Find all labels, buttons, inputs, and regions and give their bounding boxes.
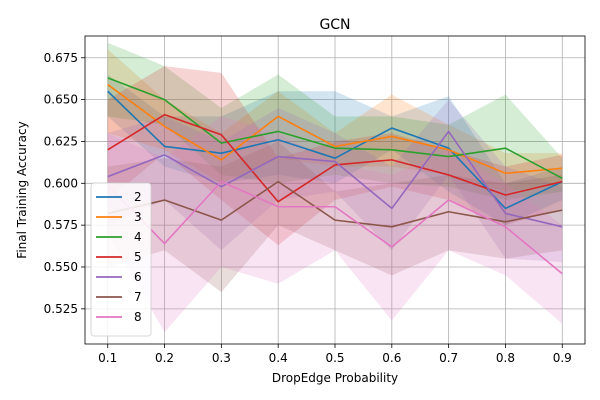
x-tick-label: 0.4 [269, 351, 288, 365]
x-tick-label: 0.6 [382, 351, 401, 365]
legend-box [90, 182, 152, 337]
y-tick-label: 0.550 [44, 260, 78, 274]
y-axis-ticks: 0.525 0.550 0.575 0.600 0.625 0.650 0.675 [44, 51, 85, 316]
y-tick-label: 0.600 [44, 176, 78, 190]
series-8-band [107, 116, 563, 333]
x-tick-label: 0.1 [98, 351, 117, 365]
x-tick-label: 0.8 [496, 351, 515, 365]
series-8-line [107, 180, 563, 275]
x-tick-label: 0.9 [553, 351, 572, 365]
grid [85, 36, 585, 344]
legend-label: 3 [134, 210, 142, 224]
series-3-line [107, 83, 563, 175]
legend-entries: 2 3 4 5 6 7 8 [96, 190, 142, 324]
y-tick-label: 0.625 [44, 134, 78, 148]
series-5-band [107, 66, 563, 246]
y-tick-label: 0.525 [44, 302, 78, 316]
x-axis-ticks: 0.1 0.2 0.3 0.4 0.5 0.6 0.7 0.8 0.9 [98, 344, 572, 365]
y-tick-label: 0.575 [44, 218, 78, 232]
legend-label: 7 [134, 290, 142, 304]
legend-label: 2 [134, 190, 142, 204]
series-4-band [107, 42, 563, 201]
legend-label: 4 [134, 230, 142, 244]
x-axis-label: DropEdge Probability [272, 371, 398, 385]
legend-label: 8 [134, 310, 142, 324]
x-tick-label: 0.7 [439, 351, 458, 365]
series-7-band [107, 141, 563, 293]
legend-label: 6 [134, 270, 142, 284]
x-tick-label: 0.5 [325, 351, 344, 365]
x-tick-label: 0.2 [155, 351, 174, 365]
legend: 2 3 4 5 6 7 8 [90, 182, 152, 337]
chart-title: GCN [319, 17, 350, 33]
series-5-line [107, 113, 563, 203]
confidence-bands [107, 42, 563, 333]
series-lines [107, 77, 563, 275]
x-tick-label: 0.3 [212, 351, 231, 365]
legend-label: 5 [134, 250, 142, 264]
series-6-band [107, 99, 563, 262]
series-2-band [107, 74, 563, 226]
y-tick-label: 0.650 [44, 93, 78, 107]
y-axis-label: Final Training Accuracy [15, 121, 29, 258]
y-tick-label: 0.675 [44, 51, 78, 65]
series-4-line [107, 77, 563, 179]
series-6-line [107, 130, 563, 228]
